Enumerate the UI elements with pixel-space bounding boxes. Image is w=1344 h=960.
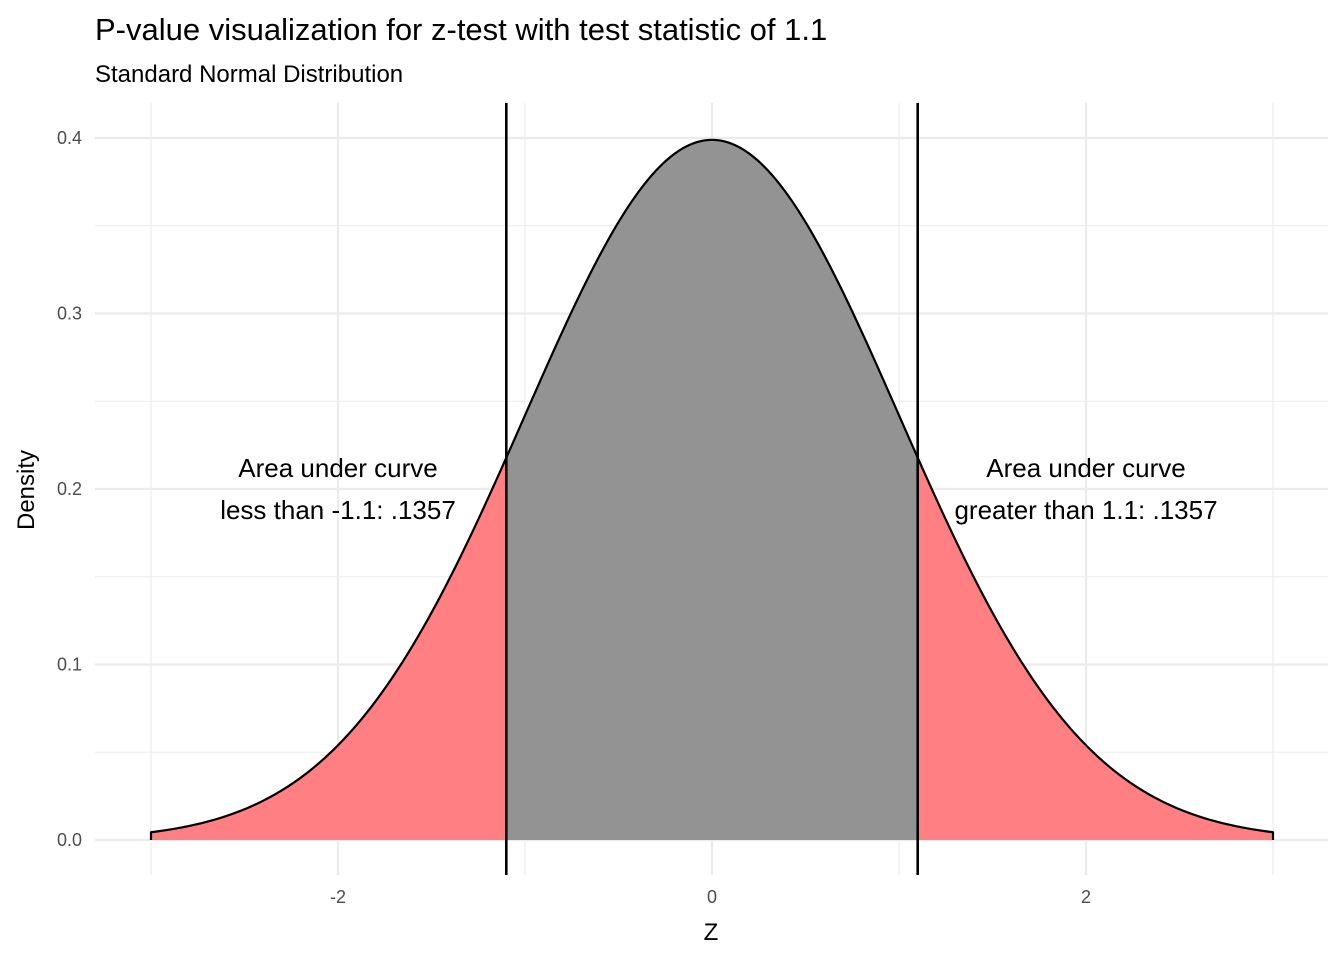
- y-tick-label: 0.4: [57, 128, 82, 148]
- annotation-line: greater than 1.1: .1357: [954, 495, 1217, 525]
- annotation-line: Area under curve: [238, 453, 437, 483]
- annotations: Area under curve less than -1.1: .1357Are…: [220, 453, 1217, 525]
- annotation-1: Area under curve greater than 1.1: .1357: [954, 453, 1217, 525]
- critical-lines: [504, 103, 920, 875]
- x-tick-label: -2: [330, 887, 346, 907]
- annotation-0: Area under curve less than -1.1: .1357: [220, 453, 456, 525]
- annotation-line: less than -1.1: .1357: [220, 495, 456, 525]
- density-curve-layer: [149, 138, 1275, 840]
- x-tick-label: 0: [707, 887, 717, 907]
- chart-subtitle: Standard Normal Distribution: [95, 61, 403, 88]
- x-tick-label: 2: [1081, 887, 1091, 907]
- density-region-0: [151, 457, 507, 840]
- density-region-2: [917, 457, 1273, 840]
- y-tick-label: 0.2: [57, 479, 82, 499]
- density-region-1: [506, 139, 918, 841]
- chart-title: P-value visualization for z-test with te…: [95, 12, 827, 47]
- x-axis-title: Z: [704, 919, 719, 946]
- annotation-line: Area under curve: [986, 453, 1185, 483]
- y-tick-label: 0.0: [57, 830, 82, 850]
- y-tick-label: 0.3: [57, 304, 82, 324]
- y-tick-label: 0.1: [57, 655, 82, 675]
- density-curve: [149, 138, 1275, 840]
- density-regions: [151, 139, 1273, 841]
- y-axis-title: Density: [13, 450, 40, 530]
- x-axis-ticks: -2 0 2: [330, 887, 1091, 907]
- y-axis-ticks: 0.0 0.1 0.2 0.3 0.4: [57, 128, 82, 850]
